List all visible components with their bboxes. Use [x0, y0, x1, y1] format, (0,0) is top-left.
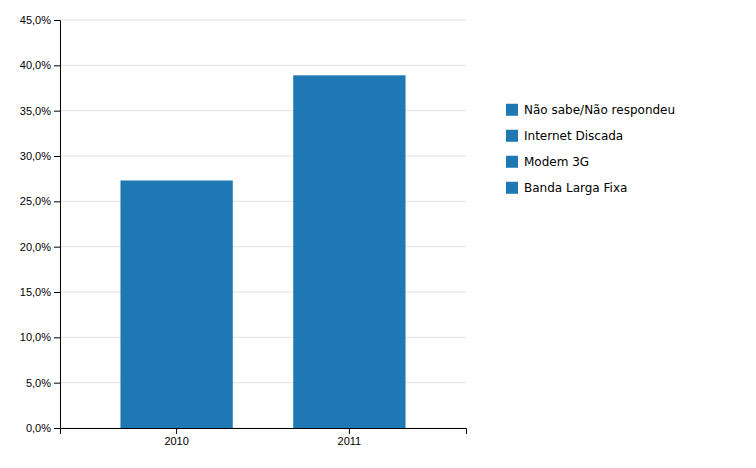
legend: Não sabe/Não respondeu Internet Discada Mo… [506, 103, 675, 195]
bar [293, 75, 405, 428]
x-tick-label: 2011 [338, 435, 362, 447]
y-tick-mark [54, 201, 60, 202]
grid-line [60, 65, 466, 66]
y-tick: 15,0% [20, 286, 60, 298]
y-tick: 45,0% [20, 14, 60, 26]
grid [60, 20, 466, 428]
legend-item: Não sabe/Não respondeu [506, 103, 675, 117]
y-tick-label: 5,0% [26, 377, 51, 389]
grid-line [60, 20, 466, 21]
y-tick-label: 0,0% [26, 422, 51, 434]
y-axis: 0,0% 5,0% 10,0% 15,0% 20,0% 25,0% 30,0% 35,0% 40… [20, 14, 61, 434]
legend-item: Banda Larga Fixa [506, 181, 627, 195]
y-tick-label: 25,0% [20, 195, 51, 207]
x-axis: 2010 2011 [61, 428, 467, 447]
y-tick: 20,0% [20, 241, 60, 253]
y-tick-mark [54, 65, 60, 66]
y-tick-mark [54, 20, 60, 21]
x-tick-mark [176, 428, 177, 434]
y-axis-line [54, 21, 61, 429]
legend-label: Não sabe/Não respondeu [524, 103, 675, 117]
y-tick: 25,0% [20, 195, 60, 207]
bar [120, 180, 232, 428]
y-tick-label: 30,0% [20, 150, 51, 162]
legend-label: Internet Discada [524, 129, 623, 143]
y-tick-label: 15,0% [20, 286, 51, 298]
x-axis-line [61, 429, 467, 435]
x-tick: 2010 [164, 428, 188, 447]
y-tick-mark [54, 247, 60, 248]
x-tick: 2011 [338, 428, 362, 447]
y-tick-mark [54, 383, 60, 384]
y-tick: 35,0% [20, 105, 60, 117]
y-tick: 5,0% [26, 377, 60, 389]
plot: 0,0% 5,0% 10,0% 15,0% 20,0% 25,0% 30,0% 35,0% 40… [20, 14, 467, 447]
x-tick-mark [349, 428, 350, 434]
y-tick-label: 40,0% [20, 59, 51, 71]
y-tick: 40,0% [20, 59, 60, 71]
y-tick-mark [54, 428, 60, 429]
y-tick-mark [54, 111, 60, 112]
legend-label: Banda Larga Fixa [524, 181, 627, 195]
y-tick: 0,0% [26, 422, 60, 434]
y-tick-label: 35,0% [20, 105, 51, 117]
legend-swatch [506, 156, 518, 168]
legend-item: Internet Discada [506, 129, 623, 143]
y-tick: 30,0% [20, 150, 60, 162]
x-tick-label: 2010 [164, 435, 188, 447]
y-tick-mark [54, 156, 60, 157]
y-tick-label: 10,0% [20, 331, 51, 343]
y-tick-mark [54, 292, 60, 293]
y-tick-mark [54, 337, 60, 338]
y-tick: 10,0% [20, 331, 60, 343]
legend-label: Modem 3G [524, 155, 589, 169]
chart: 0,0% 5,0% 10,0% 15,0% 20,0% 25,0% 30,0% 35,0% 40… [0, 0, 756, 468]
y-tick-label: 45,0% [20, 14, 51, 26]
bars [120, 75, 405, 428]
legend-swatch [506, 130, 518, 142]
legend-item: Modem 3G [506, 155, 589, 169]
legend-swatch [506, 104, 518, 116]
legend-swatch [506, 182, 518, 194]
y-tick-label: 20,0% [20, 241, 51, 253]
